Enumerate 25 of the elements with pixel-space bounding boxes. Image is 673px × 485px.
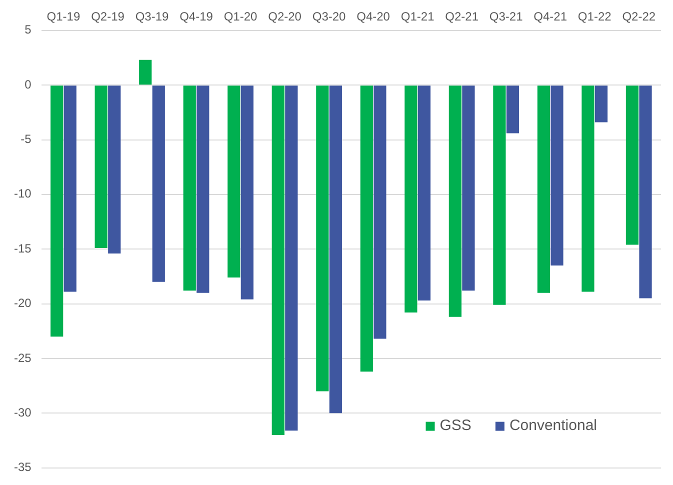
y-tick-label: -10 bbox=[14, 186, 32, 201]
y-tick-label: 5 bbox=[24, 22, 32, 37]
y-tick-label: 0 bbox=[24, 77, 32, 92]
y-tick-label: -35 bbox=[14, 460, 32, 474]
x-tick-label: Q1-20 bbox=[224, 10, 258, 24]
x-tick-label: Q2-22 bbox=[622, 10, 656, 24]
legend-label: Conventional bbox=[509, 416, 597, 434]
y-tick-label: -15 bbox=[14, 241, 32, 256]
y-tick-label: -30 bbox=[14, 405, 32, 420]
x-tick-label: Q2-19 bbox=[91, 10, 125, 24]
x-tick-label: Q4-21 bbox=[534, 10, 568, 24]
y-tick-label: -25 bbox=[14, 350, 32, 365]
x-tick-label: Q4-19 bbox=[180, 10, 214, 24]
x-tick-label: Q3-19 bbox=[135, 10, 169, 24]
x-tick-label: Q1-22 bbox=[578, 10, 612, 24]
x-tick-label: Q3-21 bbox=[489, 10, 524, 24]
y-tick-label: -20 bbox=[14, 296, 32, 310]
x-tick-label: Q4-20 bbox=[356, 10, 390, 24]
legend-label: GSS bbox=[440, 416, 472, 434]
y-tick-label: -5 bbox=[20, 132, 32, 146]
x-tick-label: Q2-20 bbox=[268, 10, 302, 24]
x-tick-label: Q1-19 bbox=[46, 10, 80, 24]
x-tick-label: Q2-21 bbox=[445, 10, 479, 24]
x-tick-label: Q1-21 bbox=[400, 10, 435, 24]
x-tick-label: Q3-20 bbox=[312, 10, 346, 24]
